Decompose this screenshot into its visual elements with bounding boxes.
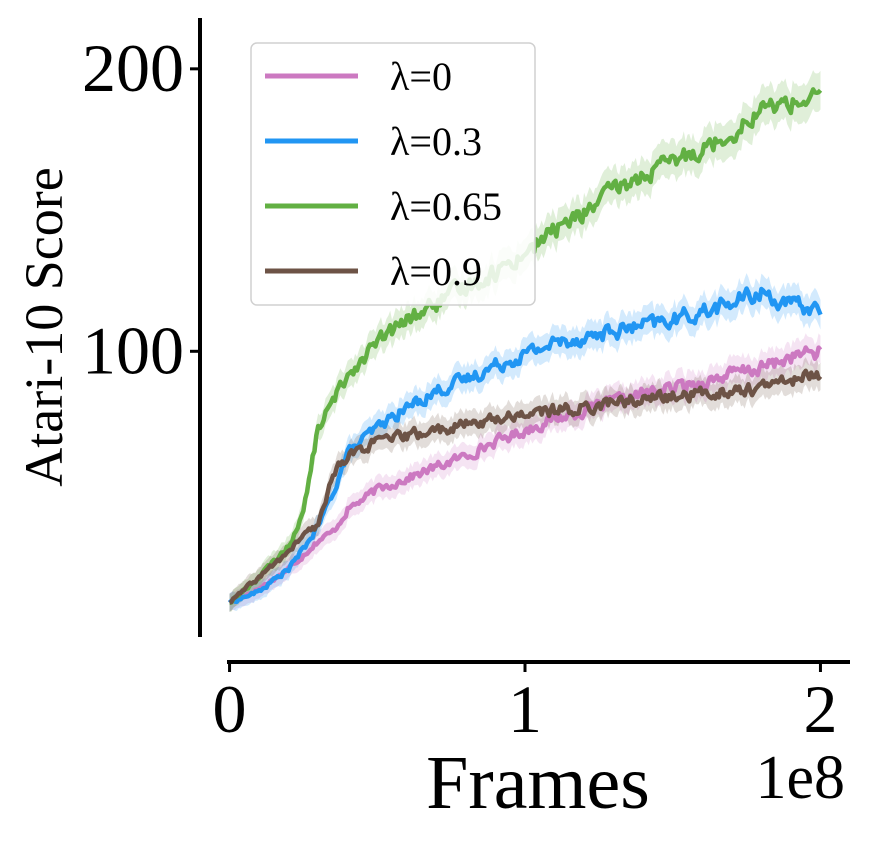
x-tick-label: 2 — [803, 671, 837, 747]
y-tick-label: 200 — [82, 30, 184, 106]
x-tick-label: 0 — [213, 671, 247, 747]
legend-label: λ=0.65 — [390, 184, 502, 229]
series-band-2 — [229, 273, 821, 612]
legend-label: λ=0.9 — [390, 249, 482, 294]
series-band-1 — [229, 333, 821, 612]
y-ticks: 100 200 — [82, 30, 200, 388]
series-line-1 — [228, 345, 823, 605]
legend-label: λ=0 — [390, 54, 452, 99]
x-tick-label: 1 — [508, 671, 542, 747]
x-axis-offset-label: 1e8 — [755, 744, 845, 812]
x-ticks: 0 1 2 — [213, 662, 837, 747]
legend: λ=0 λ=0.3 λ=0.65 λ=0.9 — [250, 42, 536, 306]
legend-label: λ=0.3 — [390, 119, 482, 164]
x-axis-title: Frames — [426, 741, 650, 825]
y-axis-title: Atari-10 Score — [14, 167, 74, 486]
legend-frame — [250, 42, 536, 306]
series-line-2 — [227, 286, 823, 605]
series-line-4 — [228, 368, 823, 605]
y-tick-label: 100 — [82, 312, 184, 388]
